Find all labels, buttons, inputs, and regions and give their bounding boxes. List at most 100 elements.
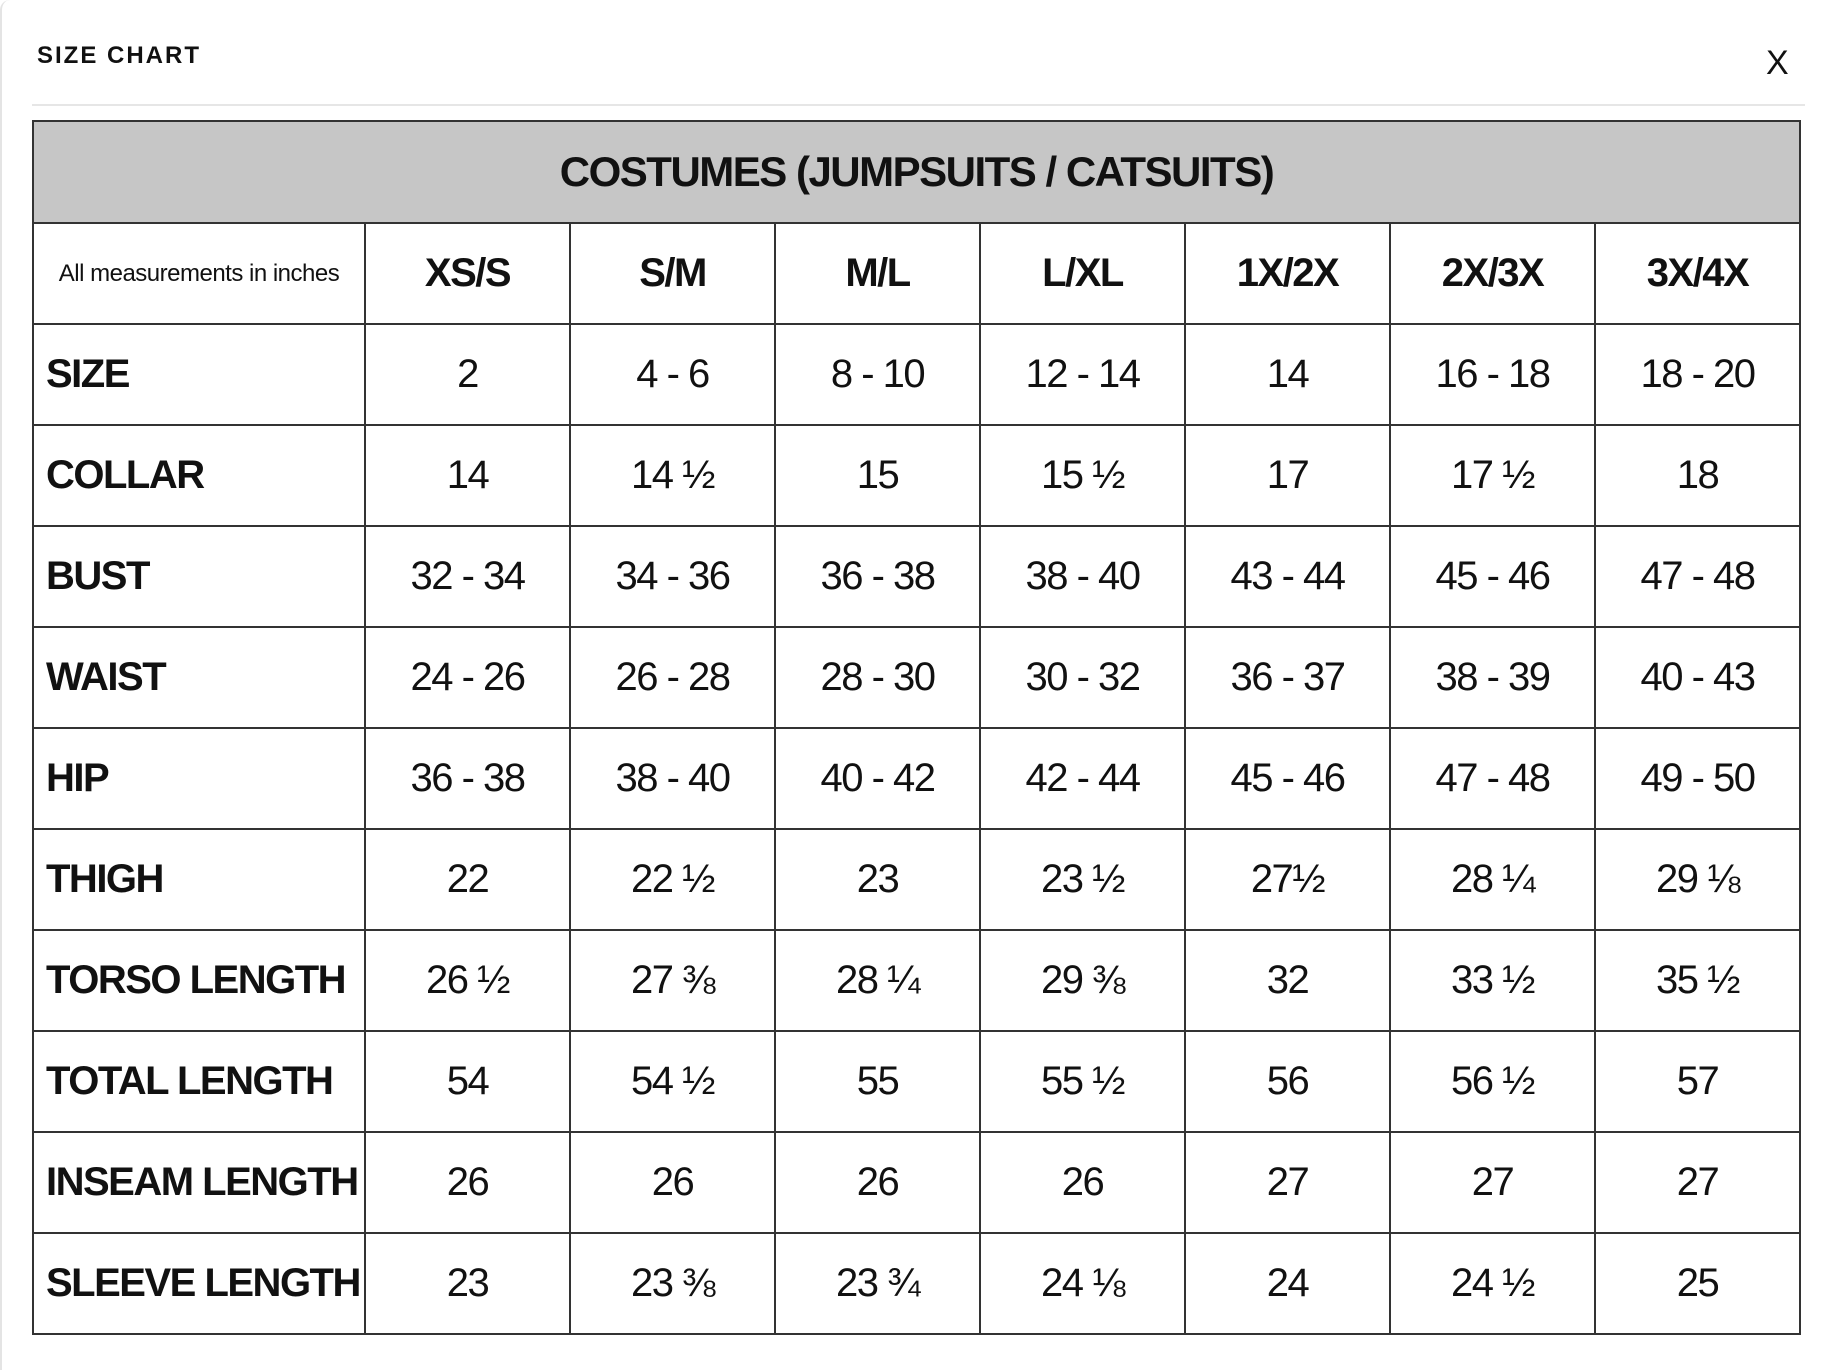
cell: 38 - 40 bbox=[979, 525, 1186, 628]
cell: 32 bbox=[1184, 929, 1391, 1032]
cell: 38 - 40 bbox=[569, 727, 776, 830]
row-label: INSEAM LENGTH bbox=[32, 1131, 366, 1234]
divider bbox=[32, 104, 1805, 106]
cell: 23 ¾ bbox=[774, 1232, 981, 1335]
column-header: 2X/3X bbox=[1389, 222, 1596, 325]
row-label: THIGH bbox=[32, 828, 366, 931]
cell: 33 ½ bbox=[1389, 929, 1596, 1032]
cell: 26 bbox=[569, 1131, 776, 1234]
cell: 24 ⅛ bbox=[979, 1232, 1186, 1335]
column-header: 3X/4X bbox=[1594, 222, 1801, 325]
row-label: TOTAL LENGTH bbox=[32, 1030, 366, 1133]
cell: 32 - 34 bbox=[364, 525, 571, 628]
table-row: SLEEVE LENGTH 23 23 ⅜ 23 ¾ 24 ⅛ 24 24 ½ 25 bbox=[32, 1232, 1801, 1335]
cell: 26 - 28 bbox=[569, 626, 776, 729]
cell: 8 - 10 bbox=[774, 323, 981, 426]
cell: 18 - 20 bbox=[1594, 323, 1801, 426]
table-row: WAIST 24 - 26 26 - 28 28 - 30 30 - 32 36 - 37… bbox=[32, 626, 1801, 729]
cell: 36 - 37 bbox=[1184, 626, 1391, 729]
cell: 14 ½ bbox=[569, 424, 776, 527]
cell: 30 - 32 bbox=[979, 626, 1186, 729]
cell: 23 ½ bbox=[979, 828, 1186, 931]
cell: 24 ½ bbox=[1389, 1232, 1596, 1335]
cell: 27½ bbox=[1184, 828, 1391, 931]
cell: 17 bbox=[1184, 424, 1391, 527]
row-label: COLLAR bbox=[32, 424, 366, 527]
cell: 23 ⅜ bbox=[569, 1232, 776, 1335]
column-header: 1X/2X bbox=[1184, 222, 1391, 325]
table-row: BUST 32 - 34 34 - 36 36 - 38 38 - 40 43 - 44 4… bbox=[32, 525, 1801, 628]
column-header: S/M bbox=[569, 222, 776, 325]
cell: 22 ½ bbox=[569, 828, 776, 931]
row-label: TORSO LENGTH bbox=[32, 929, 366, 1032]
column-header: XS/S bbox=[364, 222, 571, 325]
cell: 56 bbox=[1184, 1030, 1391, 1133]
cell: 36 - 38 bbox=[774, 525, 981, 628]
cell: 2 bbox=[364, 323, 571, 426]
column-header: L/XL bbox=[979, 222, 1186, 325]
cell: 4 - 6 bbox=[569, 323, 776, 426]
table-row: TOTAL LENGTH 54 54 ½ 55 55 ½ 56 56 ½ 57 bbox=[32, 1030, 1801, 1133]
cell: 34 - 36 bbox=[569, 525, 776, 628]
row-label: WAIST bbox=[32, 626, 366, 729]
cell: 43 - 44 bbox=[1184, 525, 1391, 628]
cell: 25 bbox=[1594, 1232, 1801, 1335]
cell: 15 ½ bbox=[979, 424, 1186, 527]
cell: 40 - 42 bbox=[774, 727, 981, 830]
cell: 18 bbox=[1594, 424, 1801, 527]
cell: 40 - 43 bbox=[1594, 626, 1801, 729]
cell: 36 - 38 bbox=[364, 727, 571, 830]
row-label: HIP bbox=[32, 727, 366, 830]
cell: 54 ½ bbox=[569, 1030, 776, 1133]
cell: 57 bbox=[1594, 1030, 1801, 1133]
table-title: COSTUMES (JUMPSUITS / CATSUITS) bbox=[32, 120, 1801, 224]
cell: 38 - 39 bbox=[1389, 626, 1596, 729]
cell: 28 ¼ bbox=[1389, 828, 1596, 931]
cell: 49 - 50 bbox=[1594, 727, 1801, 830]
cell: 35 ½ bbox=[1594, 929, 1801, 1032]
cell: 45 - 46 bbox=[1184, 727, 1391, 830]
column-header: M/L bbox=[774, 222, 981, 325]
row-label: BUST bbox=[32, 525, 366, 628]
cell: 24 - 26 bbox=[364, 626, 571, 729]
table-row: COLLAR 14 14 ½ 15 15 ½ 17 17 ½ 18 bbox=[32, 424, 1801, 527]
cell: 54 bbox=[364, 1030, 571, 1133]
size-table: COSTUMES (JUMPSUITS / CATSUITS) All meas… bbox=[32, 120, 1801, 1335]
cell: 45 - 46 bbox=[1389, 525, 1596, 628]
cell: 47 - 48 bbox=[1594, 525, 1801, 628]
cell: 27 bbox=[1389, 1131, 1596, 1234]
cell: 14 bbox=[1184, 323, 1391, 426]
row-label: SLEEVE LENGTH bbox=[32, 1232, 366, 1335]
cell: 17 ½ bbox=[1389, 424, 1596, 527]
cell: 29 ⅛ bbox=[1594, 828, 1801, 931]
cell: 55 ½ bbox=[979, 1030, 1186, 1133]
cell: 24 bbox=[1184, 1232, 1391, 1335]
table-row: HIP 36 - 38 38 - 40 40 - 42 42 - 44 45 - 46 47… bbox=[32, 727, 1801, 830]
close-button[interactable]: X bbox=[1766, 44, 1789, 82]
cell: 26 bbox=[364, 1131, 571, 1234]
cell: 15 bbox=[774, 424, 981, 527]
table-note: All measurements in inches bbox=[32, 222, 366, 325]
cell: 23 bbox=[774, 828, 981, 931]
cell: 42 - 44 bbox=[979, 727, 1186, 830]
row-label: SIZE bbox=[32, 323, 366, 426]
cell: 26 ½ bbox=[364, 929, 571, 1032]
cell: 27 bbox=[1594, 1131, 1801, 1234]
cell: 22 bbox=[364, 828, 571, 931]
table-row: THIGH 22 22 ½ 23 23 ½ 27½ 28 ¼ 29 ⅛ bbox=[32, 828, 1801, 931]
cell: 56 ½ bbox=[1389, 1030, 1596, 1133]
cell: 55 bbox=[774, 1030, 981, 1133]
cell: 26 bbox=[979, 1131, 1186, 1234]
cell: 29 ⅜ bbox=[979, 929, 1186, 1032]
cell: 16 - 18 bbox=[1389, 323, 1596, 426]
cell: 28 ¼ bbox=[774, 929, 981, 1032]
modal-title: SIZE CHART bbox=[37, 42, 201, 69]
cell: 14 bbox=[364, 424, 571, 527]
cell: 27 bbox=[1184, 1131, 1391, 1234]
cell: 23 bbox=[364, 1232, 571, 1335]
table-row: INSEAM LENGTH 26 26 26 26 27 27 27 bbox=[32, 1131, 1801, 1234]
cell: 12 - 14 bbox=[979, 323, 1186, 426]
table-row: TORSO LENGTH 26 ½ 27 ⅜ 28 ¼ 29 ⅜ 32 33 ½ 35 ½ bbox=[32, 929, 1801, 1032]
